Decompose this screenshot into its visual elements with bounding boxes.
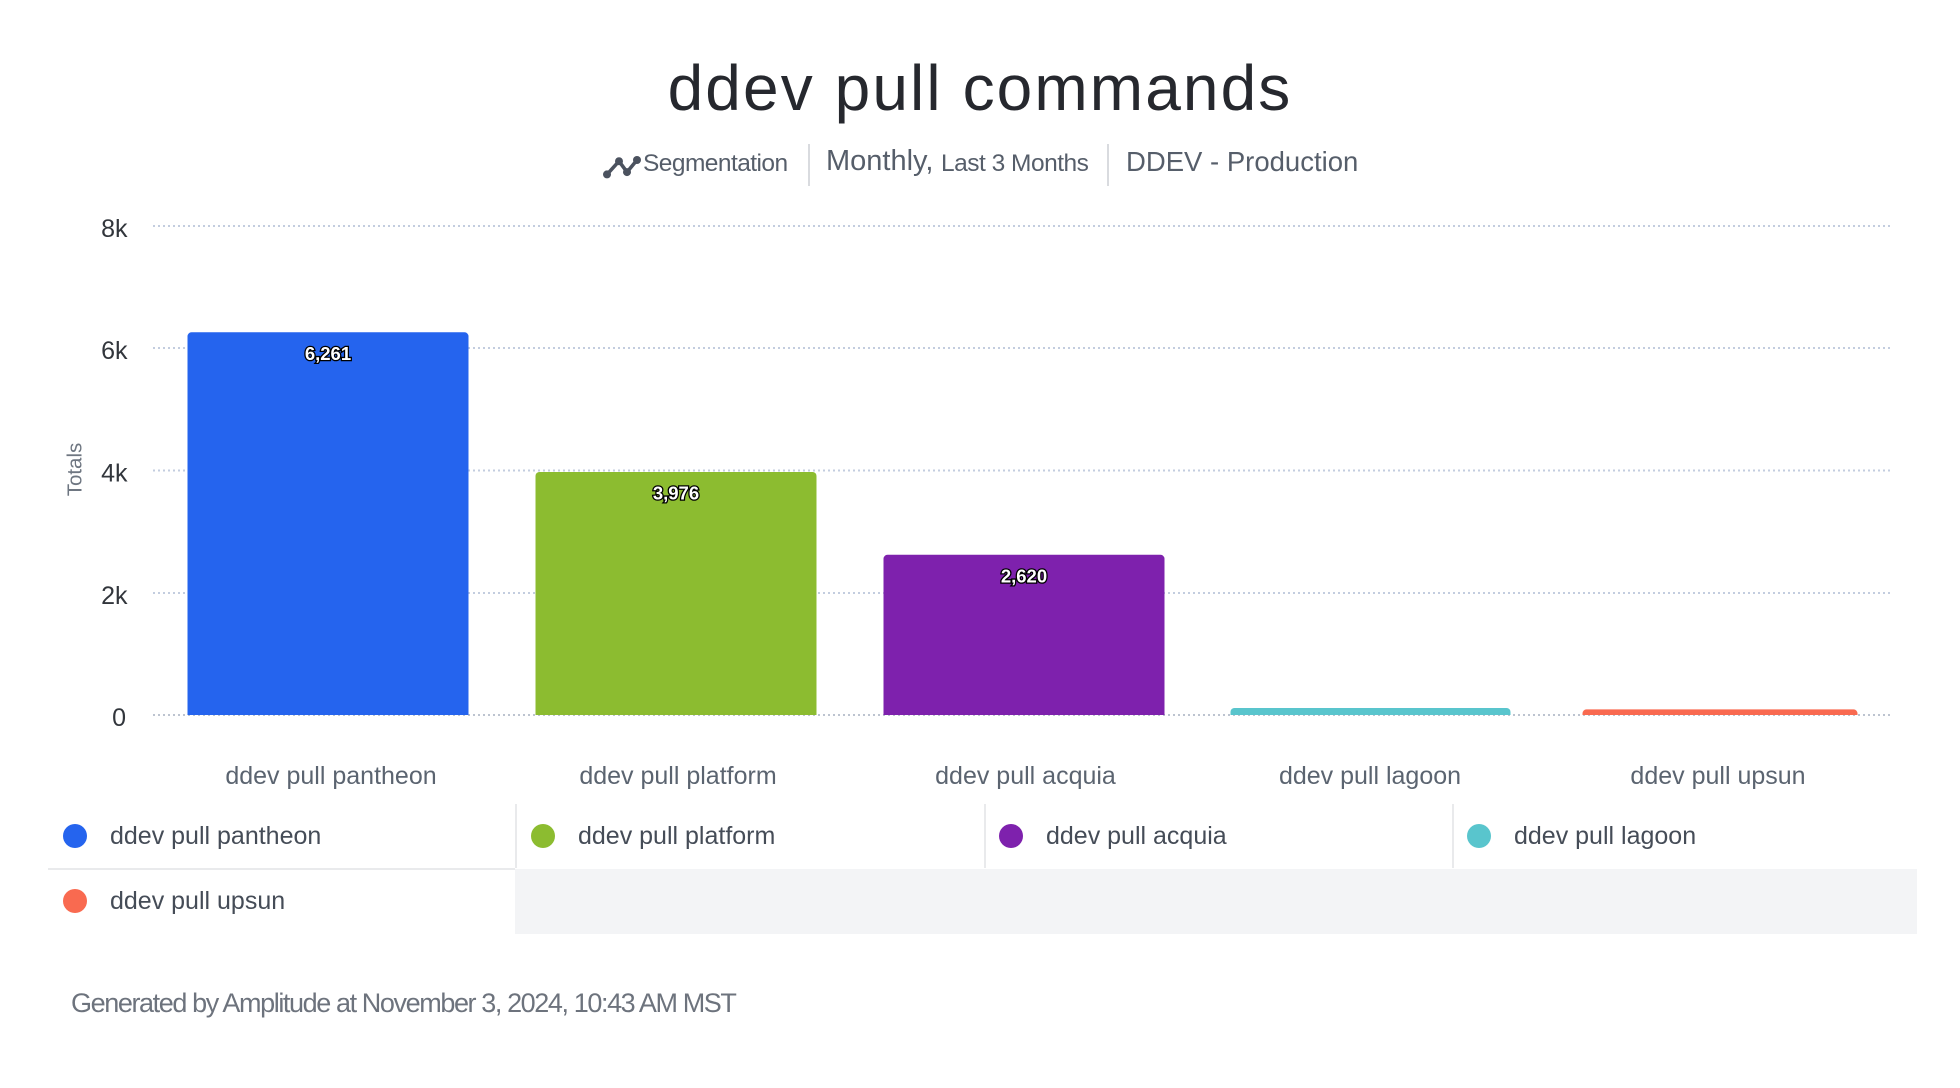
svg-text:8k: 8k — [101, 215, 128, 243]
svg-text:3,976: 3,976 — [653, 483, 699, 504]
svg-text:6k: 6k — [101, 337, 128, 365]
svg-text:ddev pull pantheon: ddev pull pantheon — [225, 762, 436, 790]
svg-text:Totals: Totals — [63, 443, 86, 497]
svg-text:ddev pull lagoon: ddev pull lagoon — [1279, 762, 1461, 790]
svg-text:4k: 4k — [101, 460, 128, 488]
svg-text:6,261: 6,261 — [305, 343, 351, 364]
svg-text:ddev pull acquia: ddev pull acquia — [935, 762, 1116, 790]
svg-text:0: 0 — [112, 704, 126, 732]
svg-text:2,620: 2,620 — [1001, 565, 1047, 586]
svg-text:ddev pull platform: ddev pull platform — [579, 762, 776, 790]
svg-text:2k: 2k — [101, 582, 128, 610]
svg-text:ddev pull upsun: ddev pull upsun — [1630, 762, 1805, 790]
